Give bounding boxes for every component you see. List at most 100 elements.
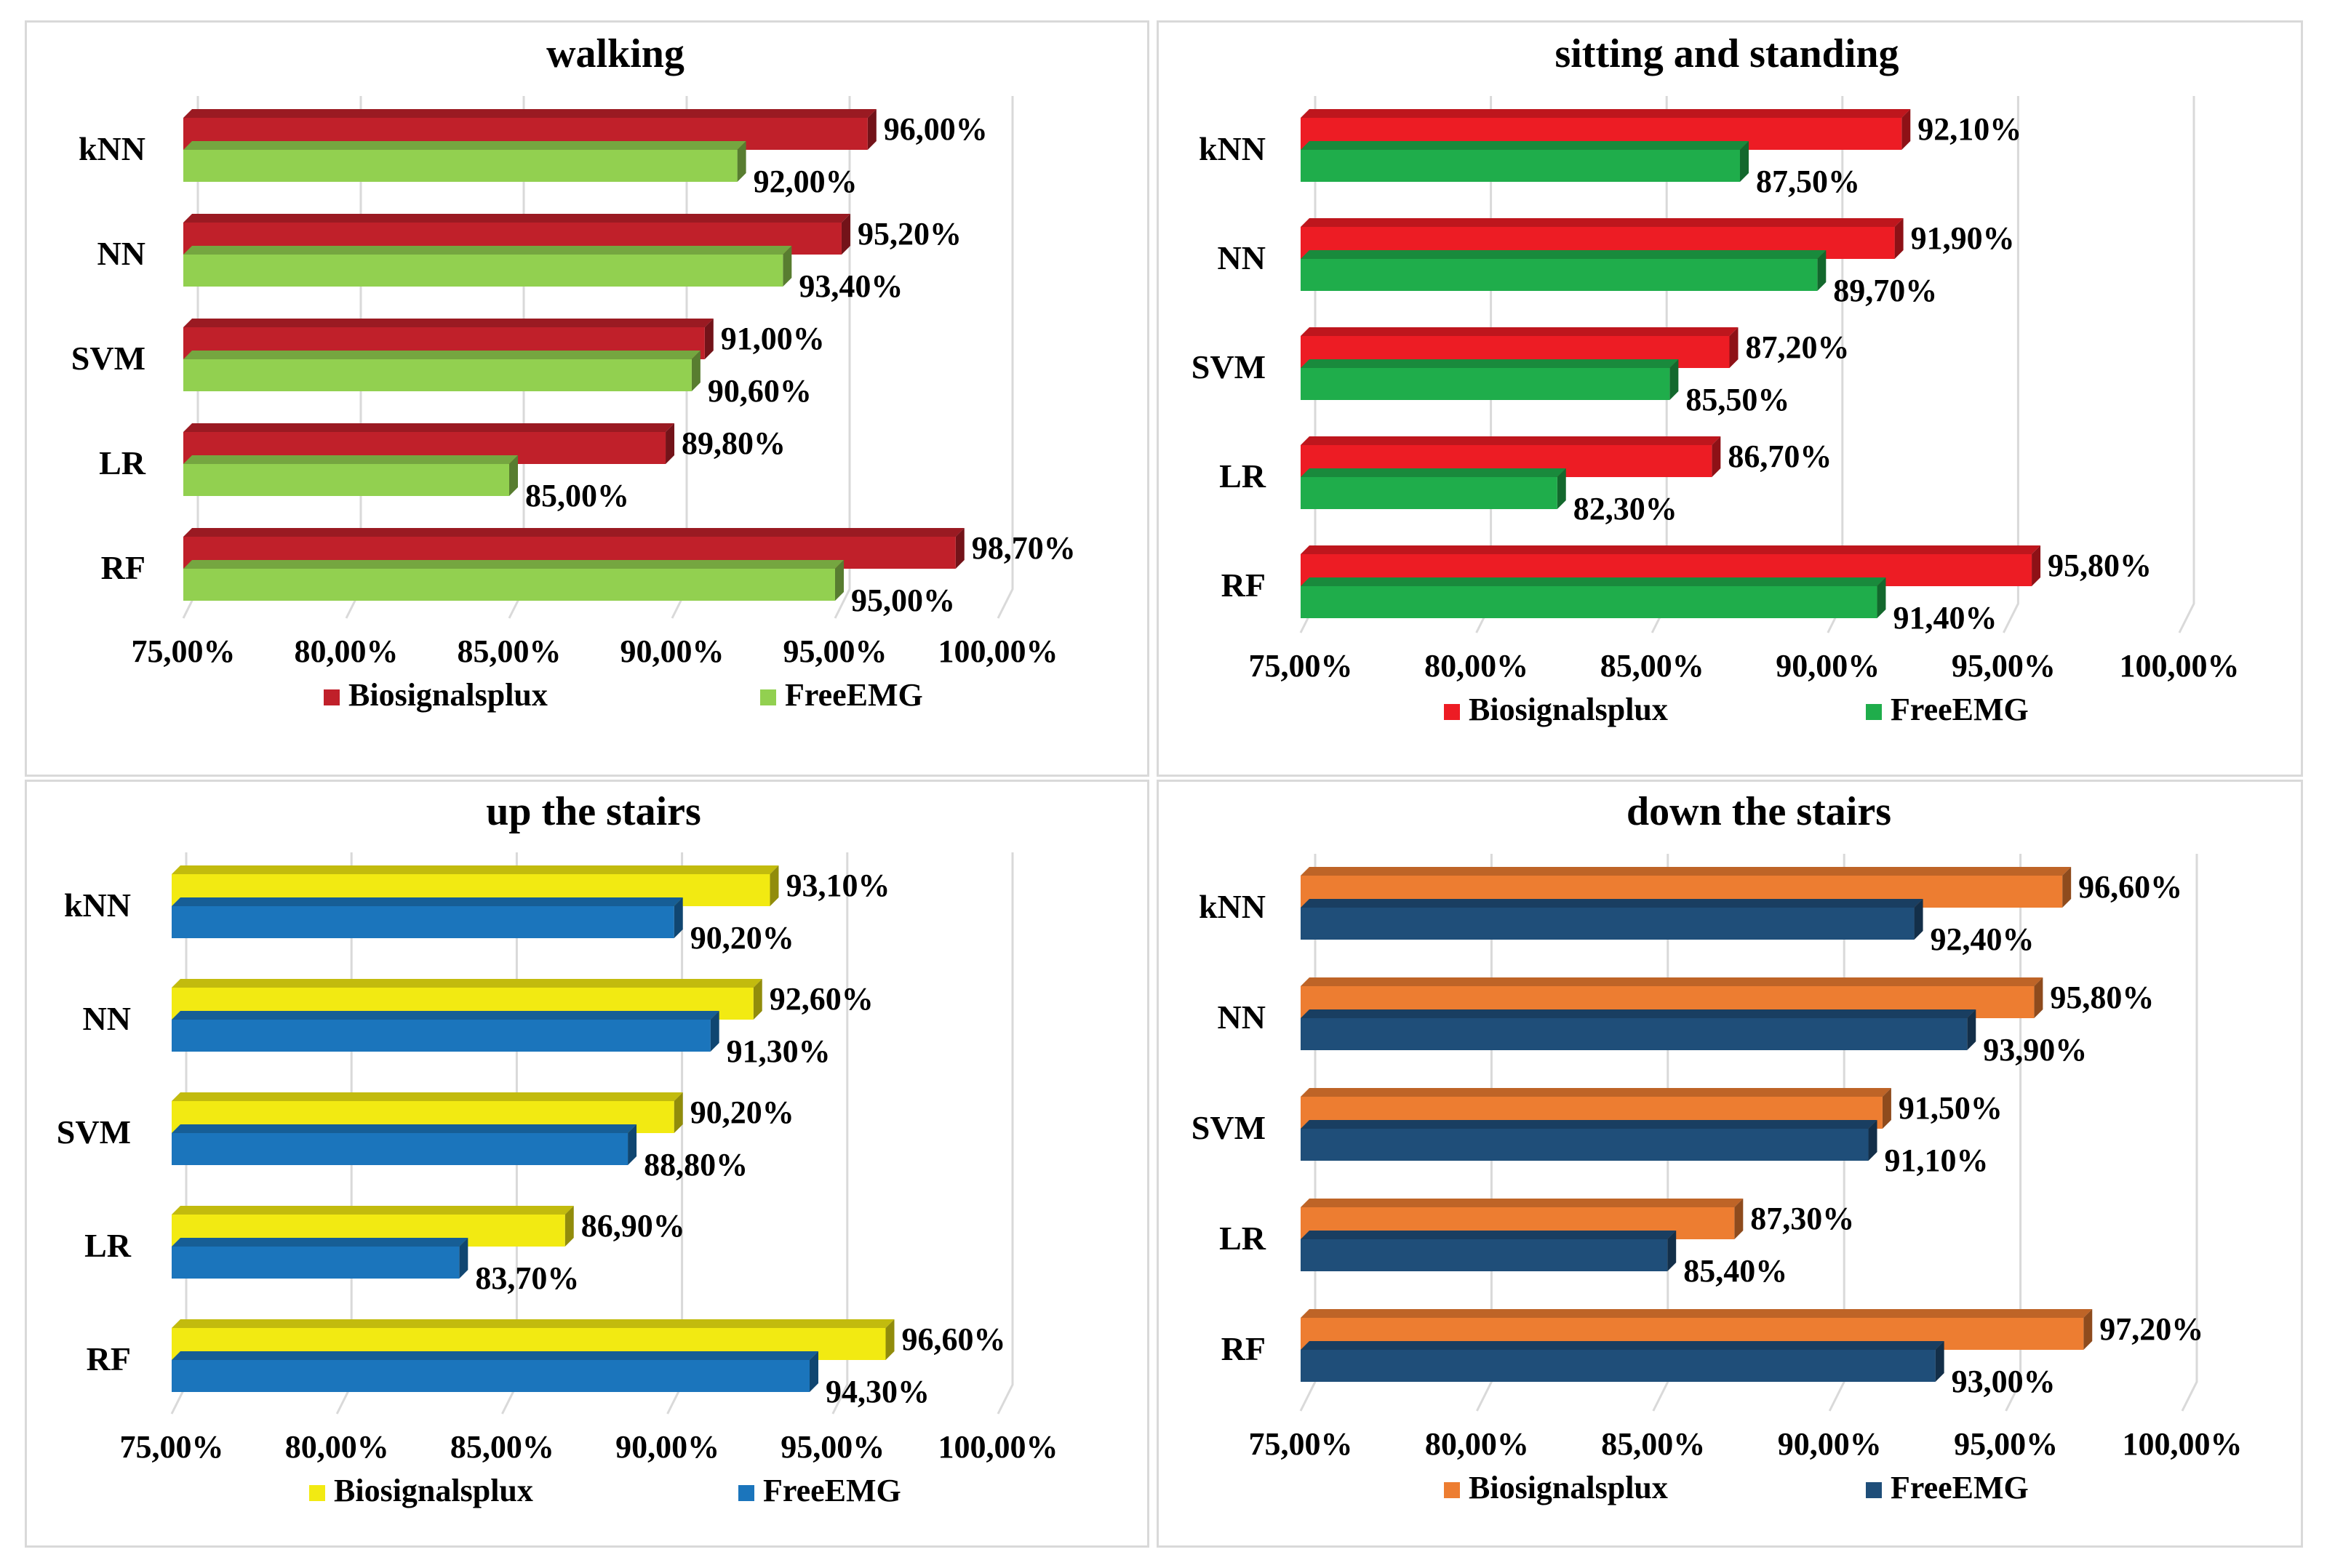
data-label: 95,80%	[2048, 548, 2152, 583]
data-label: 92,40%	[1931, 921, 2035, 957]
x-tick-label: 90,00%	[1776, 648, 1880, 684]
gridline	[831, 852, 849, 1415]
bar-top-face	[183, 528, 965, 537]
bar-top-face	[1301, 545, 2041, 554]
x-tick-label: 75,00%	[1249, 1426, 1353, 1462]
gridline	[834, 96, 851, 619]
gridline	[997, 96, 1014, 619]
x-tick-label: 100,00%	[938, 633, 1058, 669]
data-label: 98,70%	[972, 530, 1076, 566]
data-label: 96,60%	[902, 1321, 1006, 1357]
category-label: RF	[101, 549, 145, 586]
bar-top-face	[1301, 327, 1739, 336]
bar-side-face	[2032, 545, 2041, 586]
bar-top-face	[1301, 1088, 1891, 1097]
chart-1: sitting and standing 75,00% 80,00% 85,00% 90…	[1192, 31, 2240, 727]
bar-top-face	[1301, 577, 1886, 586]
bar-side-face	[666, 423, 675, 464]
data-label: 92,00%	[754, 164, 858, 199]
bar-side-face	[2083, 1309, 2093, 1350]
x-tick-label: 100,00%	[2120, 648, 2240, 684]
chart-title: sitting and standing	[1554, 31, 1899, 76]
legend-swatch	[1866, 1482, 1882, 1498]
legend-label: Biosignalsplux	[1469, 1470, 1668, 1505]
x-tick-label: 90,00%	[1778, 1426, 1882, 1462]
legend-label: FreeEMG	[1891, 692, 2029, 727]
bar-side-face	[509, 455, 518, 496]
category-label: LR	[99, 444, 146, 481]
bar-top-face	[183, 141, 746, 150]
data-label: 89,70%	[1833, 273, 1937, 308]
x-tick-label: 100,00%	[2123, 1426, 2243, 1462]
bar-top-face	[1301, 1231, 1677, 1239]
bar-top-face	[172, 1351, 818, 1360]
bar-side-face	[459, 1238, 468, 1279]
data-label: 90,60%	[708, 373, 812, 409]
gridline	[2003, 96, 2019, 633]
x-tick-label: 90,00%	[615, 1429, 719, 1465]
bar-side-face	[867, 109, 877, 150]
data-label: 88,80%	[644, 1147, 748, 1183]
category-label: LR	[1219, 1220, 1266, 1257]
data-label: 91,90%	[1911, 220, 2015, 256]
data-label: 90,20%	[690, 1095, 794, 1130]
chart-3: down the stairs 75,00% 80,00% 85,00% 90,00% 9…	[1192, 789, 2243, 1505]
legend-swatch	[1444, 704, 1460, 720]
data-label: 95,80%	[2050, 980, 2154, 1015]
bar-side-face	[1734, 1199, 1744, 1239]
data-label: 92,10%	[1917, 111, 2021, 147]
legend-label: FreeEMG	[785, 677, 923, 713]
bar-freeemg-rf	[172, 1360, 810, 1392]
category-label: kNN	[64, 887, 131, 924]
data-label: 93,40%	[799, 268, 903, 304]
data-label: 91,00%	[721, 321, 825, 356]
data-label: 87,30%	[1750, 1201, 1854, 1236]
bar-freeemg-lr	[172, 1247, 460, 1279]
bar-freeemg-knn	[1301, 150, 1740, 182]
bar-top-face	[1301, 1341, 1944, 1350]
data-label: 89,80%	[682, 425, 786, 461]
chart-title: down the stairs	[1626, 789, 1891, 834]
bar-side-face	[1868, 1120, 1877, 1161]
bar-top-face	[183, 560, 844, 569]
bar-freeemg-svm	[1301, 1129, 1869, 1161]
bar-top-face	[183, 246, 792, 255]
chart-title: up the stairs	[486, 789, 701, 834]
bar-top-face	[1301, 218, 1904, 227]
category-label: SVM	[71, 340, 145, 377]
bar-side-face	[1817, 250, 1827, 291]
bar-side-face	[2034, 977, 2043, 1018]
data-label: 91,50%	[1899, 1090, 2003, 1126]
bar-top-face	[172, 1319, 895, 1328]
bar-side-face	[691, 351, 701, 391]
legend-swatch	[1444, 1482, 1460, 1498]
category-label: kNN	[1199, 130, 1266, 167]
data-label: 86,70%	[1728, 439, 1832, 474]
category-label: SVM	[1192, 1109, 1266, 1146]
legend-swatch	[309, 1485, 325, 1501]
data-label: 85,40%	[1683, 1253, 1787, 1289]
bar-freeemg-svm	[183, 359, 692, 391]
data-label: 91,30%	[727, 1033, 831, 1069]
x-tick-label: 75,00%	[132, 633, 236, 669]
data-label: 83,70%	[475, 1260, 579, 1296]
bar-side-face	[1712, 436, 1721, 477]
bar-side-face	[1557, 468, 1566, 509]
bar-top-face	[172, 897, 683, 906]
x-tick-label: 85,00%	[1601, 1426, 1705, 1462]
data-label: 96,00%	[884, 111, 988, 147]
bar-side-face	[1877, 577, 1886, 618]
bar-freeemg-rf	[183, 569, 835, 601]
bar-side-face	[835, 560, 844, 601]
bar-top-face	[1301, 977, 2043, 986]
gridline	[2005, 854, 2022, 1412]
legend-label: Biosignalsplux	[348, 677, 548, 713]
bar-side-face	[770, 865, 779, 906]
gridline	[997, 852, 1014, 1415]
bar-side-face	[809, 1351, 818, 1392]
category-label: NN	[97, 235, 145, 272]
data-label: 87,20%	[1746, 329, 1850, 365]
category-label: SVM	[57, 1113, 131, 1151]
bar-side-face	[1894, 218, 1904, 259]
